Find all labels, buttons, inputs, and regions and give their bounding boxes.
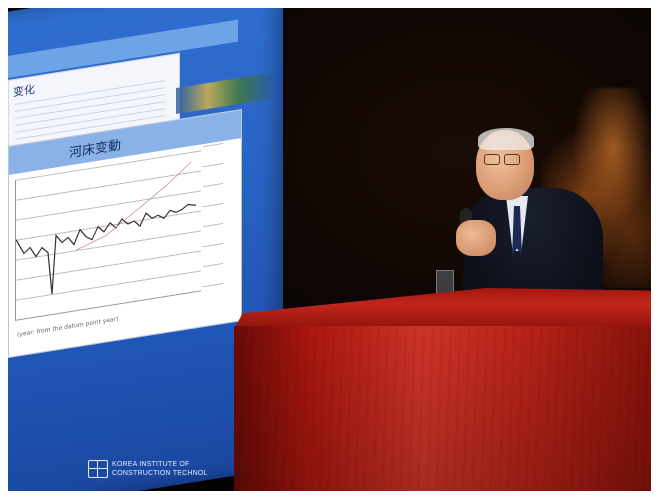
logo-line-2: CONSTRUCTION TECHNOL bbox=[112, 470, 208, 477]
speaker-hand bbox=[456, 220, 496, 256]
podium-top bbox=[234, 288, 651, 330]
slide-right-axis bbox=[203, 142, 223, 297]
podium bbox=[234, 326, 651, 491]
logo-line-1: KOREA INSTITUTE OF bbox=[112, 461, 190, 468]
building-grid-icon bbox=[88, 460, 108, 478]
slide-plot bbox=[15, 150, 201, 321]
slide-front-panel: 河床变動 (year: from the datum point year) bbox=[8, 108, 242, 358]
speaker-glasses bbox=[482, 154, 522, 166]
slide-plot-line bbox=[16, 203, 197, 295]
water-glass bbox=[436, 270, 454, 294]
speaker-hair bbox=[478, 128, 534, 150]
slide-back-title: 变化 bbox=[13, 82, 35, 100]
slide-x-axis-label: (year: from the datum point year) bbox=[17, 315, 119, 339]
speaker-tie bbox=[512, 206, 522, 256]
podium-shade bbox=[234, 326, 651, 491]
photo: 变化 河床变動 (year: from the datum point year… bbox=[8, 8, 651, 491]
slide-plot-trend bbox=[75, 161, 192, 251]
